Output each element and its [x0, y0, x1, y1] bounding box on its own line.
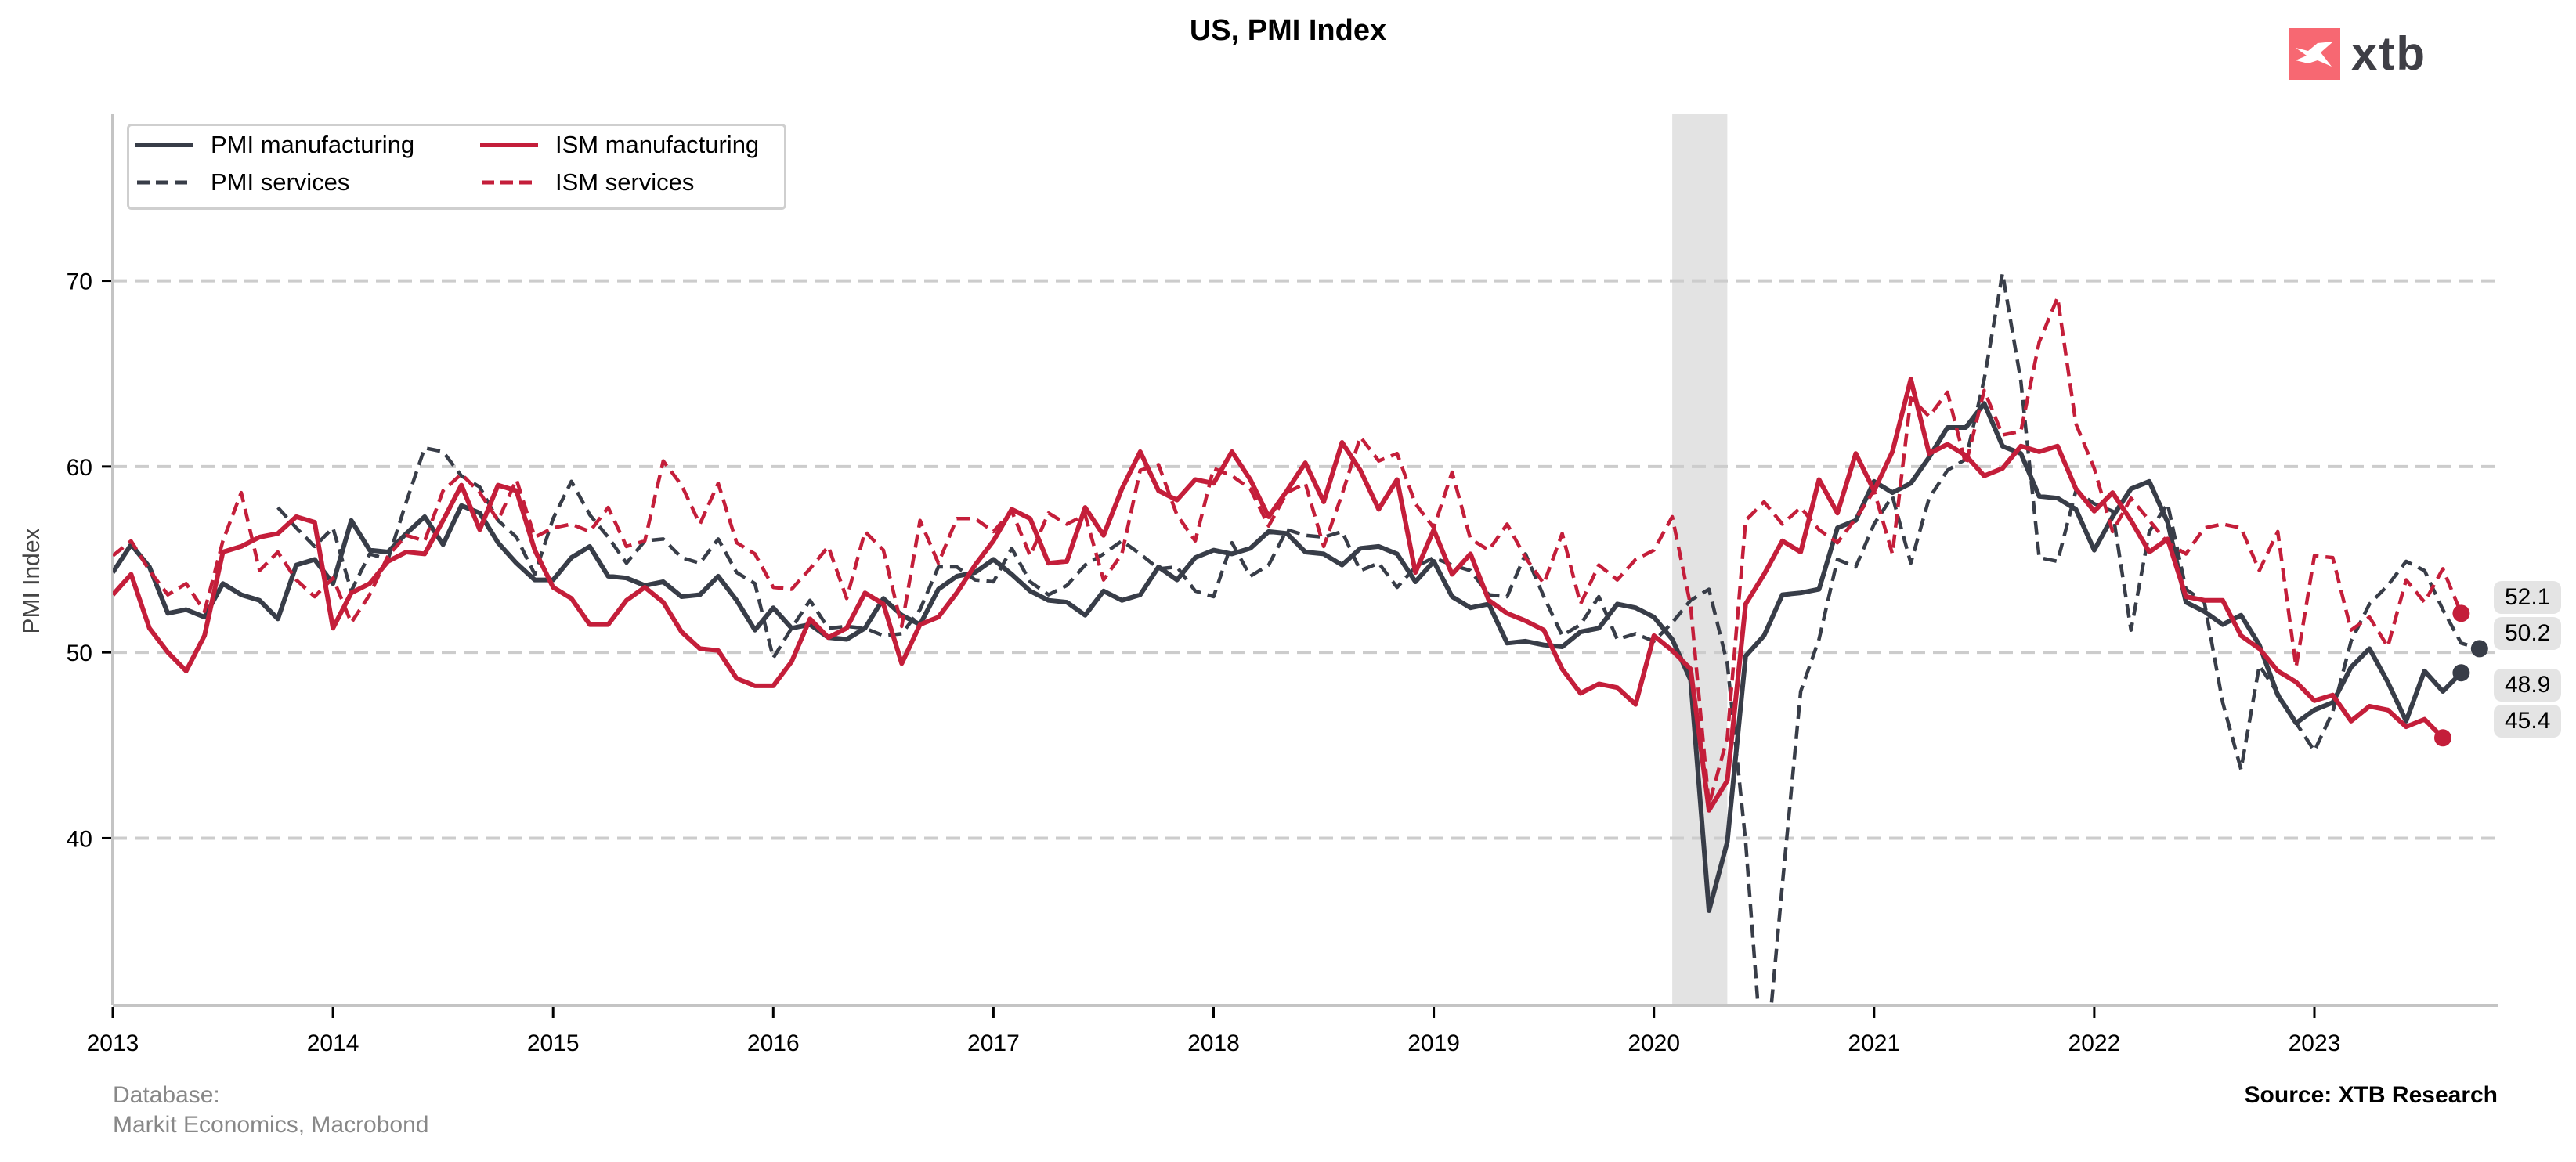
end-marker-ism-services: [2452, 604, 2470, 622]
end-marker-pmi-manufacturing: [2452, 664, 2470, 682]
database-sources: Markit Economics, Macrobond: [113, 1112, 429, 1138]
series-line-ism-manufacturing: [113, 377, 2445, 813]
y-tick-label: 40: [67, 826, 92, 852]
legend-label: PMI manufacturing: [211, 131, 415, 158]
legend-swatch-dashed-red: [482, 180, 538, 185]
database-label: Database:: [113, 1082, 220, 1108]
series-line-pmi-manufacturing: [113, 401, 2463, 913]
series-line-ism-services: [113, 295, 2463, 807]
x-tick-label: 2017: [967, 1030, 1020, 1056]
chart-title: US, PMI Index: [1189, 14, 1387, 47]
axes-layer: 40 50 60 70 2013 2014 2015 2016 2017 2018 2019 2020…: [67, 114, 2498, 1056]
legend-swatch-solid-red: [480, 143, 538, 147]
legend-item-pmi-services: PMI services: [135, 168, 349, 197]
legend-label: ISM manufacturing: [555, 131, 760, 158]
chart-legend: PMI manufacturing PMI services ISM manuf…: [127, 124, 786, 210]
database-note: Database: Markit Economics, Macrobond: [113, 1081, 428, 1140]
x-tick-label: 2015: [527, 1030, 580, 1056]
y-tick-label: 70: [67, 269, 92, 295]
x-tick-label: 2021: [1848, 1030, 1900, 1056]
end-label-pmi-services: 50.2: [2494, 617, 2562, 650]
legend-swatch-dashed-dark: [137, 180, 193, 185]
x-tick-label: 2020: [1628, 1030, 1680, 1056]
y-tick-label: 60: [67, 455, 92, 481]
series-line-pmi-services: [276, 271, 2480, 1005]
end-marker-ism-manufacturing: [2433, 729, 2451, 747]
legend-swatch-solid-dark: [135, 143, 193, 147]
legend-item-ism-manufacturing: ISM manufacturing: [480, 131, 759, 159]
end-label-pmi-manufacturing: 48.9: [2494, 669, 2562, 702]
legend-label: ISM services: [555, 168, 695, 196]
grid-layer: [113, 279, 2498, 840]
end-label-ism-manufacturing: 45.4: [2494, 705, 2562, 738]
x-tick-label: 2013: [87, 1030, 139, 1056]
source-note: Source: XTB Research: [2244, 1082, 2498, 1108]
end-marker-pmi-services: [2470, 640, 2488, 658]
x-tick-label: 2018: [1187, 1030, 1240, 1056]
x-tick-label: 2014: [307, 1030, 359, 1056]
y-axis-label: PMI Index: [19, 528, 45, 633]
xtb-logo-text: xtb: [2351, 27, 2426, 80]
x-tick-label: 2016: [747, 1030, 800, 1056]
xtb-x-icon: [2289, 28, 2340, 80]
legend-item-ism-services: ISM services: [480, 168, 694, 197]
end-label-ism-services: 52.1: [2494, 581, 2562, 614]
series-layer: [113, 271, 2480, 1005]
end-markers-layer: [2433, 604, 2488, 747]
legend-label: PMI services: [211, 168, 350, 196]
xtb-logo: xtb: [2289, 28, 2426, 80]
x-tick-label: 2023: [2289, 1030, 2341, 1056]
legend-item-pmi-manufacturing: PMI manufacturing: [135, 131, 414, 159]
x-tick-label: 2022: [2068, 1030, 2121, 1056]
y-tick-label: 50: [67, 641, 92, 666]
x-tick-label: 2019: [1407, 1030, 1460, 1056]
